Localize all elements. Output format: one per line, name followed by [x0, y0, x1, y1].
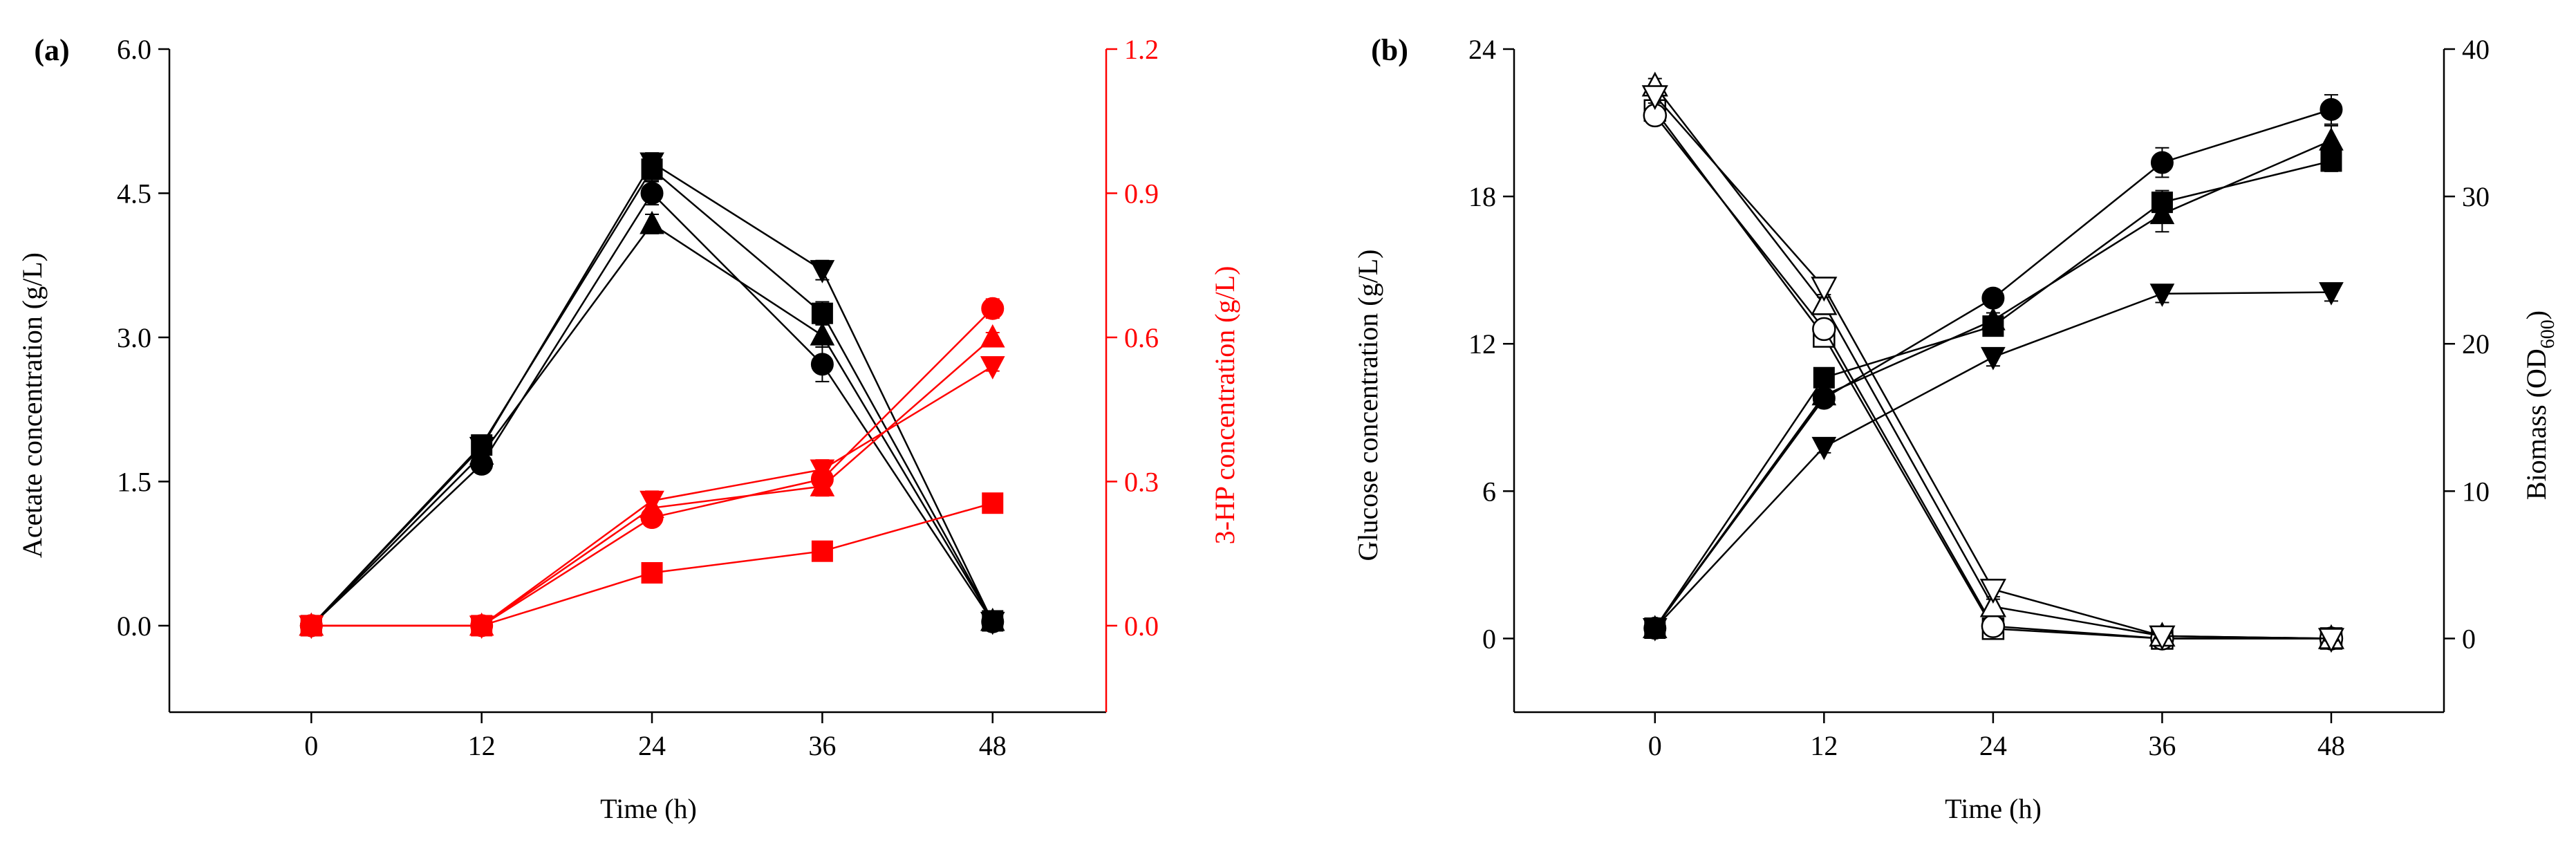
series-line [310, 167, 993, 626]
data-point [1979, 579, 2006, 604]
data-point [2319, 282, 2344, 306]
left-y-tick-label: 3.0 [117, 322, 151, 353]
right-y-tick-label: 0 [2462, 623, 2476, 654]
left-y-tick-label: 12 [1468, 328, 1496, 360]
data-point [1811, 290, 1838, 315]
data-point [469, 615, 494, 639]
left-y-tick-label: 6.0 [117, 34, 151, 65]
series-biomass-square [1644, 150, 2342, 640]
panel-b-x-axis-title: Time (h) [1945, 793, 2042, 824]
panel-a-x-axis-title: Time (h) [600, 793, 697, 824]
series-line [1654, 160, 2332, 629]
data-point [980, 324, 1005, 348]
right-y-tick-label: 30 [2462, 181, 2490, 212]
left-y-tick-label: 0 [1482, 623, 1496, 654]
series-acetate-triangle-down [299, 152, 1005, 639]
data-point [980, 611, 1005, 635]
data-point [810, 353, 834, 376]
panel-b-left-axis-title: Glucose concentration (g/L) [1352, 250, 1383, 561]
x-tick-label: 12 [1810, 730, 1838, 761]
data-point [1641, 85, 1668, 111]
data-point [2149, 625, 2176, 651]
data-point [1981, 614, 2006, 638]
x-tick-label: 24 [638, 730, 666, 761]
panel-a-right-axis-title: 3-HP concentration (g/L) [1209, 266, 1240, 545]
right-y-tick-label: 20 [2462, 328, 2490, 360]
right-y-tick-label: 10 [2462, 476, 2490, 507]
x-tick-label: 36 [808, 730, 836, 761]
x-tick-label: 12 [468, 730, 496, 761]
right-y-tick-label: 0.6 [1124, 322, 1159, 353]
data-point [810, 459, 835, 483]
data-point [981, 297, 1005, 320]
panel-b-right-axis-title: Biomass (OD600) [2521, 310, 2559, 500]
series-glucose-triangle-down [1641, 85, 2345, 653]
data-point [2317, 628, 2345, 653]
data-point [980, 356, 1005, 380]
panel-a-acetate-3hp: (a) Time (h) Acetate concentration (g/L)… [17, 33, 1240, 824]
left-y-tick-label: 24 [1468, 34, 1496, 65]
data-point [811, 540, 833, 562]
data-point [640, 152, 664, 176]
data-point [810, 473, 835, 496]
data-point [982, 492, 1004, 514]
data-point [2320, 97, 2343, 121]
data-point [641, 561, 663, 584]
left-y-tick-label: 18 [1468, 181, 1496, 212]
data-point [1811, 277, 1838, 302]
data-point [640, 210, 664, 234]
data-point [810, 260, 835, 283]
biomass-label-main: Biomass (OD [2521, 348, 2552, 500]
biomass-label-suffix: ) [2521, 310, 2552, 319]
data-point [469, 436, 494, 460]
data-point [811, 302, 833, 324]
x-tick-label: 24 [1979, 730, 2007, 761]
right-y-tick-label: 40 [2462, 34, 2490, 65]
data-point [640, 181, 664, 205]
left-y-tick-label: 4.5 [117, 178, 151, 209]
series-line [1654, 110, 2331, 640]
left-y-tick-label: 1.5 [117, 466, 151, 497]
data-point [2149, 201, 2175, 225]
series-biomass-triangle-down [1642, 282, 2344, 642]
panel-a-left-axis-title: Acetate concentration (g/L) [17, 252, 48, 558]
data-point [1812, 317, 1836, 342]
left-y-tick-label: 6 [1482, 476, 1496, 507]
right-y-tick-label: 0.9 [1124, 178, 1159, 209]
series-3hp-circle [299, 297, 1005, 637]
x-tick-label: 0 [304, 730, 318, 761]
data-point [2149, 283, 2175, 307]
data-point [299, 615, 324, 639]
data-point [1811, 382, 1837, 406]
right-y-tick-label: 0.0 [1124, 611, 1159, 642]
series-line [1654, 115, 2331, 640]
panel-label-a: (a) [34, 33, 69, 67]
x-tick-label: 0 [1648, 730, 1662, 761]
data-point [1811, 436, 1837, 460]
left-y-tick-label: 0.0 [117, 611, 151, 642]
series-biomass-triangle-up [1642, 124, 2344, 639]
right-y-tick-label: 0.3 [1124, 466, 1159, 497]
data-point [2150, 151, 2174, 174]
series-glucose-circle [1643, 103, 2344, 651]
x-tick-label: 48 [979, 730, 1007, 761]
data-point [810, 322, 835, 346]
series-line [1654, 139, 2332, 629]
series-line [1654, 291, 2331, 629]
data-point [1642, 618, 1668, 642]
data-point [1981, 346, 2006, 371]
panel-b-glucose-biomass: (b) Time (h) Glucose concentration (g/L)… [1352, 33, 2559, 824]
x-tick-label: 36 [2148, 730, 2176, 761]
series-3hp-triangle-down [299, 356, 1005, 639]
data-point [1981, 307, 2006, 331]
data-point [640, 490, 664, 514]
x-tick-label: 48 [2317, 730, 2345, 761]
panel-label-b: (b) [1371, 33, 1408, 67]
right-y-tick-label: 1.2 [1124, 34, 1159, 65]
data-point [1981, 286, 2005, 310]
data-point [2319, 127, 2344, 151]
data-point [1979, 592, 2006, 617]
biomass-label-subscript: 600 [2537, 319, 2559, 348]
